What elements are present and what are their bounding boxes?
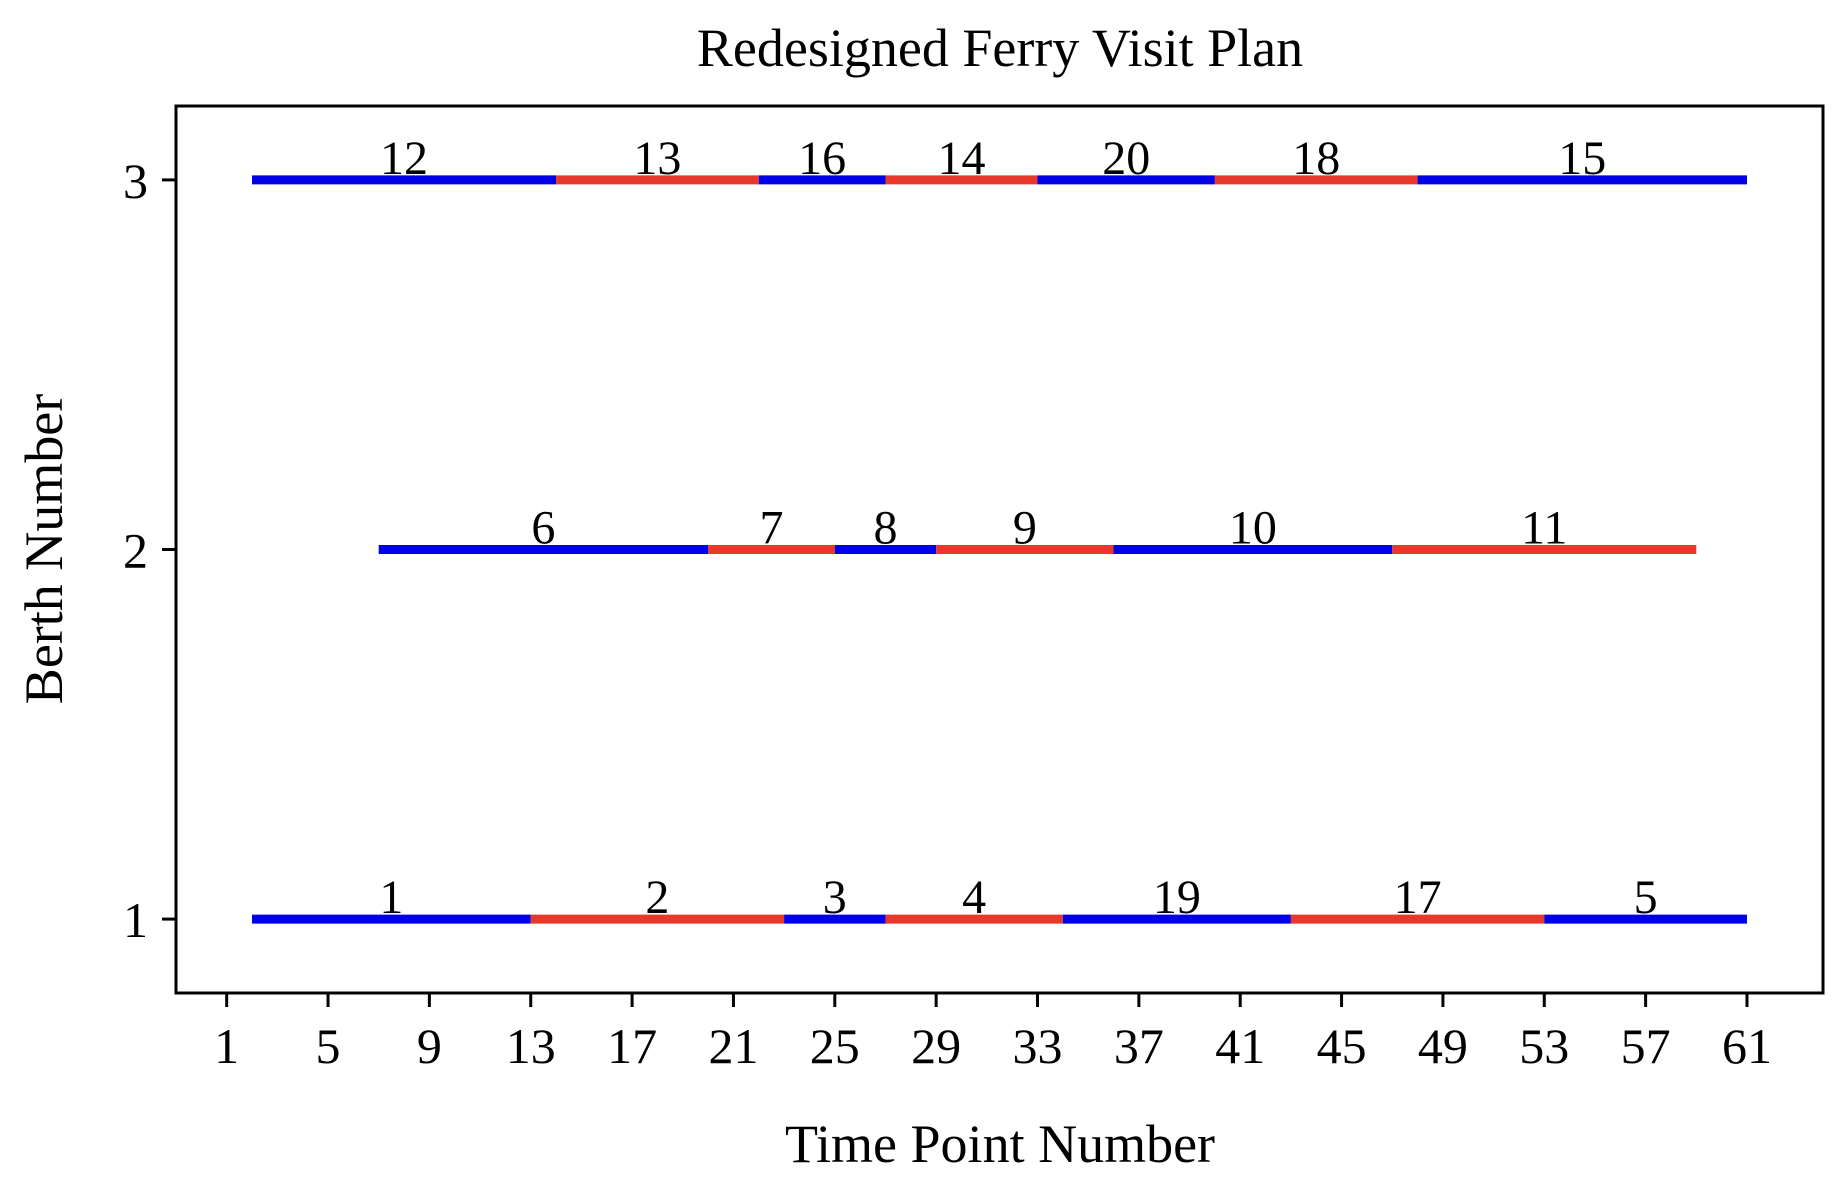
visit-label-9: 9 bbox=[1013, 502, 1037, 555]
x-tick-label: 25 bbox=[810, 1018, 860, 1074]
x-tick-label: 61 bbox=[1722, 1018, 1772, 1074]
x-tick-label: 1 bbox=[214, 1018, 239, 1074]
visit-label-13: 13 bbox=[633, 132, 681, 185]
visit-label-18: 18 bbox=[1292, 132, 1340, 185]
chart-title: Redesigned Ferry Visit Plan bbox=[697, 18, 1303, 78]
segment-labels-group: 12 13 16 14 20 18 156 7 8 9 10 111 2 3 4 19 17 5 bbox=[379, 132, 1657, 924]
x-tick-label: 21 bbox=[708, 1018, 758, 1074]
visit-label-19: 19 bbox=[1153, 871, 1201, 924]
visit-label-8: 8 bbox=[873, 502, 897, 555]
visit-label-2: 2 bbox=[645, 871, 669, 924]
y-tick-label: 2 bbox=[123, 523, 148, 579]
x-tick-label: 33 bbox=[1013, 1018, 1063, 1074]
x-tick-label: 49 bbox=[1418, 1018, 1468, 1074]
x-tick-label: 17 bbox=[607, 1018, 657, 1074]
x-tick-label: 45 bbox=[1317, 1018, 1367, 1074]
x-tick-label: 37 bbox=[1114, 1018, 1164, 1074]
visit-label-15: 15 bbox=[1558, 132, 1606, 185]
visit-label-20: 20 bbox=[1102, 132, 1150, 185]
visit-label-3: 3 bbox=[823, 871, 847, 924]
visit-label-14: 14 bbox=[937, 132, 985, 185]
visit-label-12: 12 bbox=[380, 132, 428, 185]
y-tick-label: 3 bbox=[123, 153, 148, 209]
visit-label-5: 5 bbox=[1634, 871, 1658, 924]
x-tick-label: 5 bbox=[316, 1018, 341, 1074]
x-tick-label: 41 bbox=[1215, 1018, 1265, 1074]
visit-label-10: 10 bbox=[1229, 502, 1277, 555]
visit-label-11: 11 bbox=[1521, 502, 1567, 555]
y-axis-label: Berth Number bbox=[14, 394, 74, 704]
x-axis-label: Time Point Number bbox=[785, 1114, 1215, 1174]
y-axis: 1 2 3 bbox=[123, 153, 176, 948]
x-tick-label: 57 bbox=[1621, 1018, 1671, 1074]
visit-label-1: 1 bbox=[379, 871, 403, 924]
segments-group bbox=[252, 175, 1747, 924]
x-tick-label: 53 bbox=[1519, 1018, 1569, 1074]
x-tick-label: 29 bbox=[911, 1018, 961, 1074]
visit-label-4: 4 bbox=[962, 871, 986, 924]
visit-label-17: 17 bbox=[1394, 871, 1442, 924]
x-tick-label: 9 bbox=[417, 1018, 442, 1074]
visit-label-16: 16 bbox=[798, 132, 846, 185]
x-axis: 1 5 9 13 17 21 25 29 33 37 41 45 49 53 57 61 bbox=[214, 993, 1772, 1074]
y-tick-label: 1 bbox=[123, 892, 148, 948]
x-tick-label: 13 bbox=[506, 1018, 556, 1074]
visit-label-7: 7 bbox=[759, 502, 783, 555]
visit-label-6: 6 bbox=[531, 502, 555, 555]
